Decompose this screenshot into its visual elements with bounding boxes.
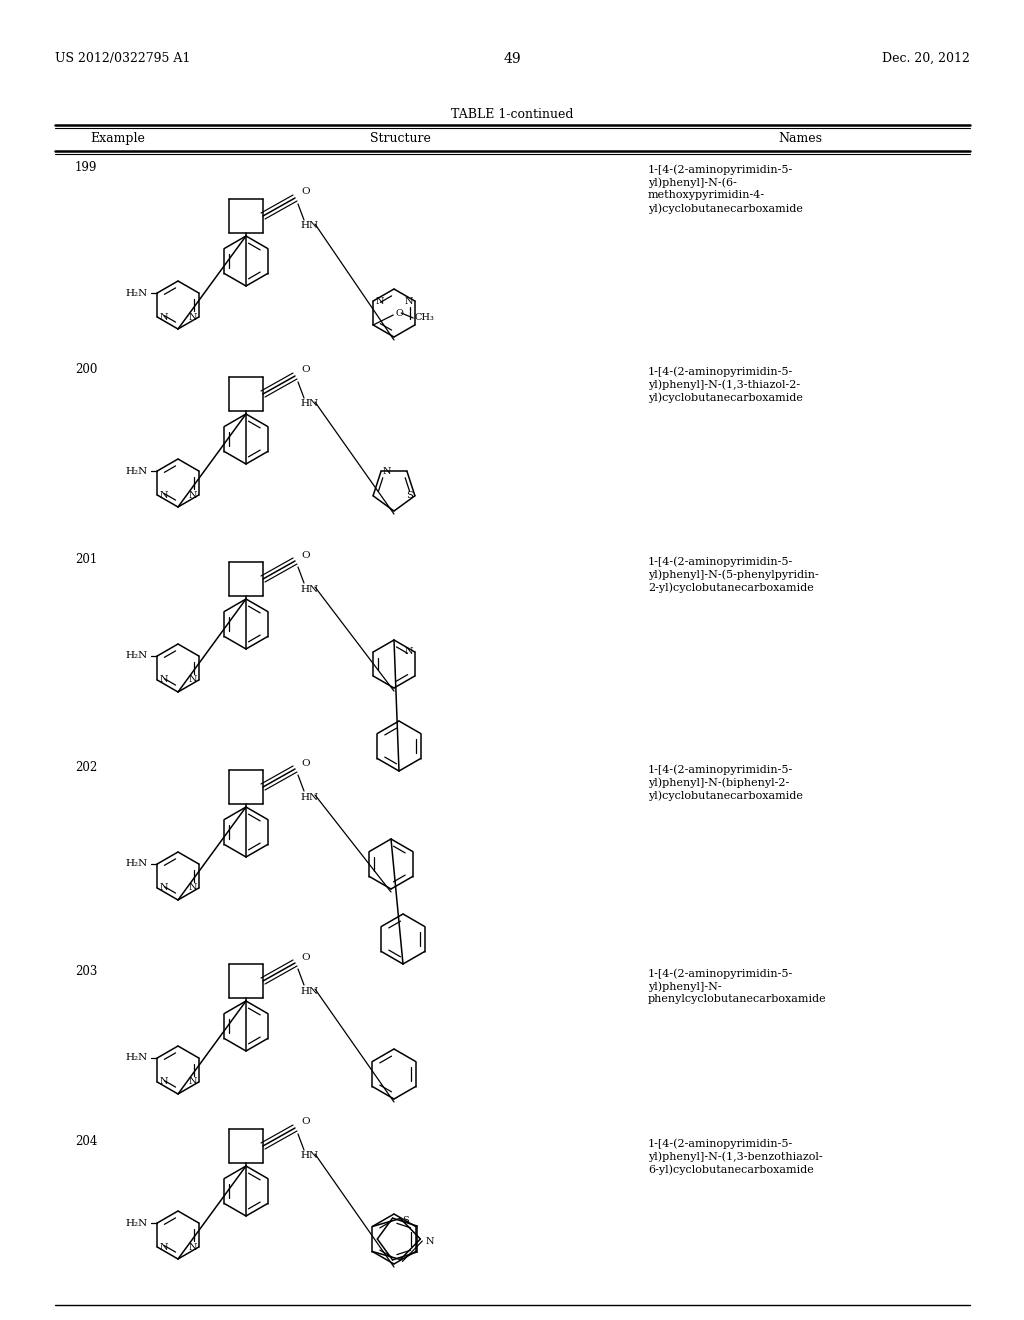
Text: H₂N: H₂N [125, 289, 147, 297]
Text: US 2012/0322795 A1: US 2012/0322795 A1 [55, 51, 190, 65]
Text: phenylcyclobutanecarboxamide: phenylcyclobutanecarboxamide [648, 994, 826, 1005]
Text: N: N [425, 1237, 434, 1246]
Text: N: N [404, 648, 413, 656]
Text: 2-yl)cyclobutanecarboxamide: 2-yl)cyclobutanecarboxamide [648, 582, 814, 593]
Text: N: N [383, 467, 391, 475]
Text: O: O [301, 550, 309, 560]
Text: 1-[4-(2-aminopyrimidin-5-: 1-[4-(2-aminopyrimidin-5- [648, 968, 794, 978]
Text: N: N [159, 883, 168, 892]
Text: 6-yl)cyclobutanecarboxamide: 6-yl)cyclobutanecarboxamide [648, 1164, 814, 1175]
Text: 1-[4-(2-aminopyrimidin-5-: 1-[4-(2-aminopyrimidin-5- [648, 764, 794, 775]
Text: N: N [404, 297, 413, 305]
Text: Names: Names [778, 132, 822, 145]
Text: Structure: Structure [370, 132, 430, 145]
Text: S: S [407, 491, 413, 500]
Text: yl)cyclobutanecarboxamide: yl)cyclobutanecarboxamide [648, 789, 803, 800]
Text: CH₃: CH₃ [415, 314, 434, 322]
Text: yl)phenyl]-N-: yl)phenyl]-N- [648, 981, 722, 991]
Text: N: N [188, 313, 197, 322]
Text: 199: 199 [75, 161, 97, 174]
Text: yl)cyclobutanecarboxamide: yl)cyclobutanecarboxamide [648, 203, 803, 214]
Text: TABLE 1-continued: TABLE 1-continued [451, 108, 573, 121]
Text: 204: 204 [75, 1135, 97, 1148]
Text: S: S [402, 1216, 410, 1225]
Text: HN: HN [300, 1151, 318, 1160]
Text: H₂N: H₂N [125, 859, 147, 869]
Text: methoxypyrimidin-4-: methoxypyrimidin-4- [648, 190, 765, 201]
Text: 1-[4-(2-aminopyrimidin-5-: 1-[4-(2-aminopyrimidin-5- [648, 556, 794, 566]
Text: N: N [159, 313, 168, 322]
Text: H₂N: H₂N [125, 652, 147, 660]
Text: 49: 49 [503, 51, 521, 66]
Text: 202: 202 [75, 762, 97, 774]
Text: N: N [188, 1242, 197, 1251]
Text: H₂N: H₂N [125, 1053, 147, 1063]
Text: 203: 203 [75, 965, 97, 978]
Text: N: N [159, 676, 168, 685]
Text: O: O [301, 1118, 309, 1126]
Text: Dec. 20, 2012: Dec. 20, 2012 [882, 51, 970, 65]
Text: yl)phenyl]-N-(biphenyl-2-: yl)phenyl]-N-(biphenyl-2- [648, 777, 790, 788]
Text: N: N [188, 676, 197, 685]
Text: 1-[4-(2-aminopyrimidin-5-: 1-[4-(2-aminopyrimidin-5- [648, 1138, 794, 1148]
Text: N: N [159, 491, 168, 499]
Text: 1-[4-(2-aminopyrimidin-5-: 1-[4-(2-aminopyrimidin-5- [648, 366, 794, 376]
Text: HN: HN [300, 986, 318, 995]
Text: O: O [301, 187, 309, 197]
Text: N: N [159, 1242, 168, 1251]
Text: yl)phenyl]-N-(6-: yl)phenyl]-N-(6- [648, 177, 737, 187]
Text: N: N [188, 883, 197, 892]
Text: HN: HN [300, 222, 318, 231]
Text: O: O [301, 759, 309, 767]
Text: H₂N: H₂N [125, 466, 147, 475]
Text: O: O [301, 366, 309, 375]
Text: O: O [395, 309, 403, 318]
Text: N: N [188, 491, 197, 499]
Text: yl)phenyl]-N-(5-phenylpyridin-: yl)phenyl]-N-(5-phenylpyridin- [648, 569, 819, 579]
Text: yl)phenyl]-N-(1,3-thiazol-2-: yl)phenyl]-N-(1,3-thiazol-2- [648, 379, 800, 389]
Text: 1-[4-(2-aminopyrimidin-5-: 1-[4-(2-aminopyrimidin-5- [648, 164, 794, 174]
Text: 200: 200 [75, 363, 97, 376]
Text: O: O [301, 953, 309, 961]
Text: HN: HN [300, 585, 318, 594]
Text: N: N [375, 297, 384, 305]
Text: yl)phenyl]-N-(1,3-benzothiazol-: yl)phenyl]-N-(1,3-benzothiazol- [648, 1151, 822, 1162]
Text: yl)cyclobutanecarboxamide: yl)cyclobutanecarboxamide [648, 392, 803, 403]
Text: N: N [159, 1077, 168, 1086]
Text: N: N [188, 1077, 197, 1086]
Text: Example: Example [90, 132, 144, 145]
Text: H₂N: H₂N [125, 1218, 147, 1228]
Text: HN: HN [300, 792, 318, 801]
Text: 201: 201 [75, 553, 97, 566]
Text: HN: HN [300, 400, 318, 408]
